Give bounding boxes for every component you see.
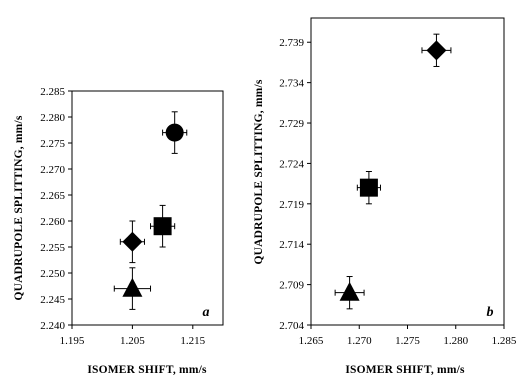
diamond-marker xyxy=(122,231,143,252)
plot-frame-b xyxy=(310,17,505,326)
panel-a: 2.240 2.245 2.250 2.255 2.260 2.265 2.270 2.275… xyxy=(13,86,224,376)
y-tick-label: 2.250 xyxy=(40,268,65,280)
y-axis-label-a: QUADRUPOLE SPLITTING, mm/s xyxy=(13,115,25,300)
x-tick-label: 1.285 xyxy=(492,335,517,347)
panel-b: 2.704 2.709 2.714 2.719 2.724 2.729 2.734 2.739… xyxy=(253,17,517,376)
panel-label-a: a xyxy=(203,305,210,320)
y-tick-label: 2.265 xyxy=(40,190,65,202)
y-tick-label: 2.255 xyxy=(40,242,65,254)
y-tick-label: 2.714 xyxy=(279,239,304,251)
square-marker xyxy=(359,178,378,197)
circle-marker xyxy=(165,123,184,142)
y-axis-label-b: QUADRUPOLE SPLITTING, mm/s xyxy=(253,79,265,264)
triangle-marker xyxy=(339,281,360,301)
data-point-circle xyxy=(162,111,188,154)
y-tick-label: 2.280 xyxy=(40,112,65,124)
y-tick-label: 2.260 xyxy=(40,216,65,228)
x-tick-label: 1.265 xyxy=(299,335,324,347)
ticks-a: 2.240 2.245 2.250 2.255 2.260 2.265 2.270 2.275… xyxy=(40,86,205,347)
y-tick-label: 2.709 xyxy=(279,280,304,292)
x-tick-label: 1.280 xyxy=(443,335,468,347)
x-axis-label-b: ISOMER SHIFT, mm/s xyxy=(345,364,465,376)
square-marker xyxy=(153,217,172,236)
y-tick-label: 2.724 xyxy=(279,158,304,170)
plot-frame-a xyxy=(71,90,224,326)
triangle-marker xyxy=(122,277,143,297)
y-tick-label: 2.275 xyxy=(40,138,65,150)
ticks-b: 2.704 2.709 2.714 2.719 2.724 2.729 2.734 2.739… xyxy=(279,37,517,347)
x-axis-label-a: ISOMER SHIFT, mm/s xyxy=(87,364,207,376)
y-tick-label: 2.729 xyxy=(279,118,304,130)
panel-label-b: b xyxy=(487,305,494,320)
x-tick-label: 1.275 xyxy=(395,335,420,347)
data-point-triangle xyxy=(113,267,152,310)
y-tick-label: 2.719 xyxy=(279,199,304,211)
data-point-diamond xyxy=(119,220,145,264)
x-tick-label: 1.205 xyxy=(120,335,145,347)
points-a xyxy=(113,111,188,310)
y-tick-label: 2.245 xyxy=(40,294,65,306)
data-point-diamond xyxy=(421,33,452,67)
y-tick-label: 2.240 xyxy=(40,320,65,332)
x-tick-label: 1.215 xyxy=(180,335,205,347)
data-point-triangle xyxy=(334,276,365,310)
y-tick-label: 2.285 xyxy=(40,86,65,98)
points-b xyxy=(334,33,452,310)
data-point-square xyxy=(356,171,381,205)
x-tick-label: 1.195 xyxy=(60,335,85,347)
y-tick-label: 2.739 xyxy=(279,37,304,49)
diamond-marker xyxy=(426,40,447,61)
y-tick-label: 2.270 xyxy=(40,164,65,176)
data-point-square xyxy=(150,204,176,248)
x-tick-label: 1.270 xyxy=(347,335,372,347)
y-tick-label: 2.734 xyxy=(279,78,304,90)
y-tick-label: 2.704 xyxy=(279,320,304,332)
